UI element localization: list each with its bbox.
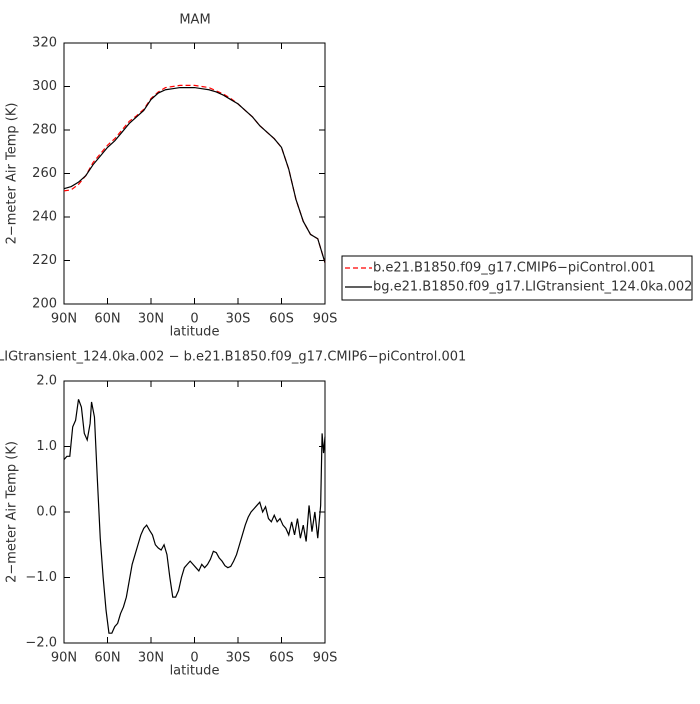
x-axis-label: latitude	[170, 325, 220, 340]
x-tick-label: 30S	[226, 651, 251, 666]
chart-title: LIGtransient_124.0ka.002 − b.e21.B1850.f…	[0, 350, 466, 365]
x-tick-label: 30N	[138, 651, 164, 666]
y-tick-label: 1.0	[36, 439, 57, 454]
x-tick-label: 60N	[94, 312, 120, 327]
legend-label: bg.e21.B1850.f09_g17.LIGtransient_124.0k…	[373, 280, 692, 295]
chart-title: MAM	[179, 13, 210, 28]
y-axis-label: 2−meter Air Temp (K)	[5, 103, 20, 245]
x-tick-label: 90N	[51, 651, 77, 666]
legend-box	[341, 255, 693, 301]
y-tick-label: 220	[32, 253, 57, 268]
y-tick-label: 260	[32, 166, 57, 181]
plot-frame	[63, 42, 326, 305]
data-line	[63, 84, 326, 263]
plot-frame	[63, 380, 326, 644]
x-tick-label: 30N	[138, 312, 164, 327]
x-tick-label: 60S	[269, 312, 294, 327]
y-tick-label: 0.0	[36, 505, 57, 520]
legend-label: b.e21.B1850.f09_g17.CMIP6−piControl.001	[373, 261, 656, 276]
y-tick-label: 320	[32, 36, 57, 51]
x-tick-label: 90S	[313, 312, 338, 327]
x-tick-label: 60N	[94, 651, 120, 666]
x-tick-label: 0	[190, 312, 198, 327]
data-line	[63, 399, 326, 634]
x-axis-label: latitude	[170, 664, 220, 679]
x-tick-label: 90N	[51, 312, 77, 327]
x-tick-label: 0	[190, 651, 198, 666]
x-tick-label: 90S	[313, 651, 338, 666]
x-tick-label: 30S	[226, 312, 251, 327]
y-tick-label: −2.0	[25, 636, 57, 651]
y-tick-label: −1.0	[25, 570, 57, 585]
y-tick-label: 200	[32, 297, 57, 312]
y-tick-label: 240	[32, 210, 57, 225]
y-axis-label: 2−meter Air Temp (K)	[5, 441, 20, 583]
x-tick-label: 60S	[269, 651, 294, 666]
y-tick-label: 280	[32, 123, 57, 138]
data-line	[63, 86, 326, 263]
y-tick-label: 2.0	[36, 374, 57, 389]
y-tick-label: 300	[32, 79, 57, 94]
